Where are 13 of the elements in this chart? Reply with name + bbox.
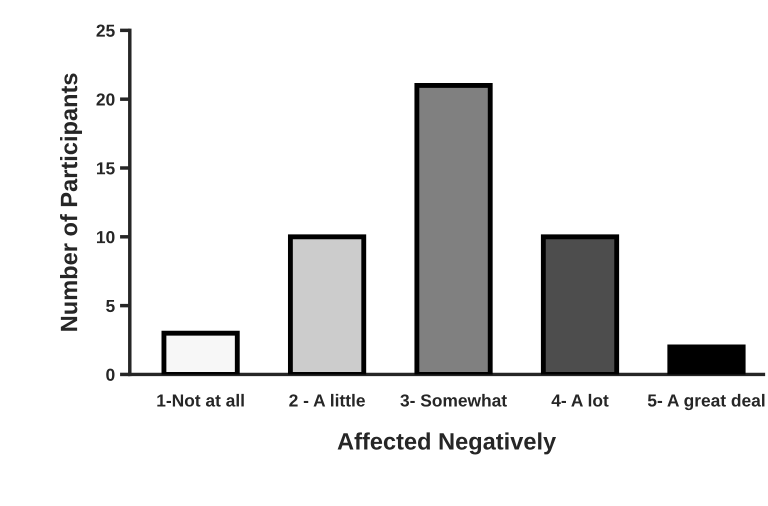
- x-tick-label: 3- Somewhat: [400, 394, 507, 407]
- y-tick-label: 20: [96, 93, 114, 106]
- y-tick-label: 0: [106, 368, 114, 381]
- y-tick-label: 10: [96, 230, 114, 244]
- x-tick-label: 1-Not at all: [157, 394, 244, 407]
- x-tick-label: 4- A lot: [552, 394, 609, 407]
- x-tick-label: 2 - A little: [289, 394, 365, 407]
- x-tick-label: 5- A great deal: [648, 394, 764, 410]
- x-axis-title: Affected Negatively: [338, 432, 556, 454]
- y-tick-label: 5: [106, 300, 115, 312]
- y-axis-title: Number of Participants: [60, 73, 82, 331]
- y-tick-label: 25: [96, 24, 115, 37]
- y-tick-label: 15: [96, 162, 115, 174]
